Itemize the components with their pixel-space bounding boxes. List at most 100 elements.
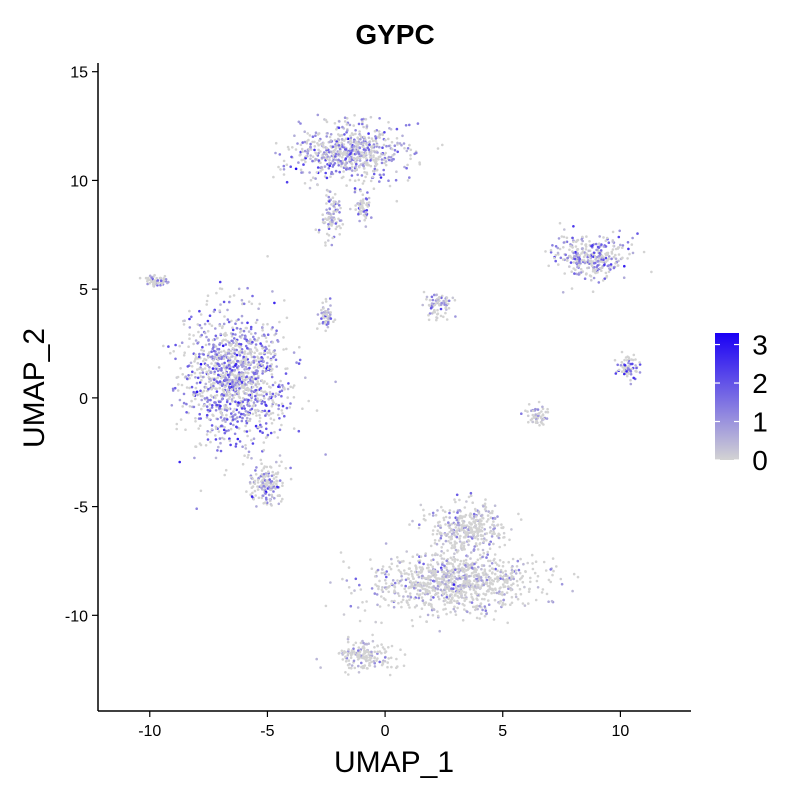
data-point	[309, 154, 313, 157]
data-point	[217, 445, 220, 449]
data-point	[494, 567, 497, 571]
data-point	[249, 475, 253, 479]
data-point	[357, 664, 360, 668]
data-point	[369, 179, 373, 183]
data-point	[622, 276, 626, 280]
data-point	[206, 294, 210, 298]
data-point	[344, 671, 347, 674]
data-point	[556, 251, 560, 255]
data-point	[471, 582, 474, 586]
data-point	[609, 263, 613, 266]
data-point	[274, 487, 277, 490]
data-point	[605, 274, 609, 278]
data-point	[358, 156, 362, 160]
data-point	[551, 244, 554, 247]
data-point	[213, 394, 217, 398]
data-point	[456, 511, 459, 514]
data-point	[162, 344, 165, 348]
data-point	[470, 563, 473, 566]
data-point	[403, 165, 406, 169]
data-point	[453, 576, 456, 579]
data-point	[269, 466, 273, 469]
data-point	[248, 381, 251, 385]
data-point	[480, 567, 483, 571]
data-point	[230, 388, 234, 391]
data-point	[317, 228, 321, 232]
data-point	[509, 588, 513, 592]
data-point	[445, 593, 449, 597]
data-point	[572, 251, 575, 255]
data-point	[421, 574, 424, 578]
data-point	[244, 356, 248, 360]
data-point	[316, 166, 320, 169]
data-point	[384, 582, 388, 585]
data-point	[628, 252, 631, 256]
data-point	[466, 610, 469, 614]
data-point	[332, 320, 335, 324]
data-point	[475, 544, 479, 548]
data-point	[188, 333, 191, 336]
data-point	[381, 646, 385, 649]
data-point	[348, 166, 352, 170]
data-point	[324, 604, 328, 608]
data-point	[260, 393, 263, 397]
data-point	[222, 300, 226, 304]
data-point	[324, 241, 327, 244]
data-point	[258, 393, 261, 397]
data-point	[381, 565, 385, 568]
data-point	[200, 407, 203, 411]
data-point	[517, 568, 521, 572]
data-point	[225, 429, 228, 433]
data-point	[242, 404, 246, 408]
data-point	[352, 124, 356, 127]
data-point	[570, 287, 574, 290]
data-point	[223, 425, 226, 429]
data-point	[524, 409, 527, 413]
data-point	[438, 577, 441, 580]
data-point	[538, 424, 541, 427]
data-point	[216, 449, 219, 452]
data-point	[331, 236, 335, 240]
data-point	[531, 420, 534, 424]
data-point	[477, 510, 481, 513]
data-point	[480, 612, 483, 615]
data-point	[235, 327, 239, 330]
data-point	[199, 375, 203, 378]
data-point	[309, 142, 312, 146]
data-point	[240, 314, 244, 318]
data-point	[372, 660, 376, 663]
data-point	[448, 526, 451, 530]
data-point	[627, 247, 630, 251]
data-point	[441, 542, 445, 546]
data-point	[161, 282, 164, 286]
data-point	[291, 386, 295, 389]
data-point	[261, 372, 264, 375]
data-point	[270, 404, 274, 408]
data-point	[240, 419, 244, 423]
data-point	[456, 558, 459, 562]
data-point	[457, 523, 461, 527]
data-point	[360, 174, 364, 177]
data-point	[268, 392, 272, 396]
data-point	[420, 596, 424, 599]
data-point	[483, 614, 487, 618]
data-point	[462, 544, 466, 548]
data-point	[479, 602, 483, 606]
data-point	[365, 125, 369, 128]
data-point	[267, 385, 271, 389]
data-point	[228, 385, 231, 389]
data-point	[197, 330, 200, 334]
data-point	[361, 601, 364, 604]
data-point	[320, 156, 324, 160]
data-point	[531, 409, 535, 413]
data-point	[214, 456, 218, 460]
data-point	[190, 373, 193, 377]
data-point	[350, 145, 354, 149]
data-point	[408, 598, 411, 601]
data-point	[274, 151, 277, 155]
data-point	[355, 162, 358, 166]
data-point	[490, 535, 494, 538]
data-point	[338, 170, 342, 174]
data-point	[393, 586, 397, 589]
data-point	[387, 158, 391, 162]
